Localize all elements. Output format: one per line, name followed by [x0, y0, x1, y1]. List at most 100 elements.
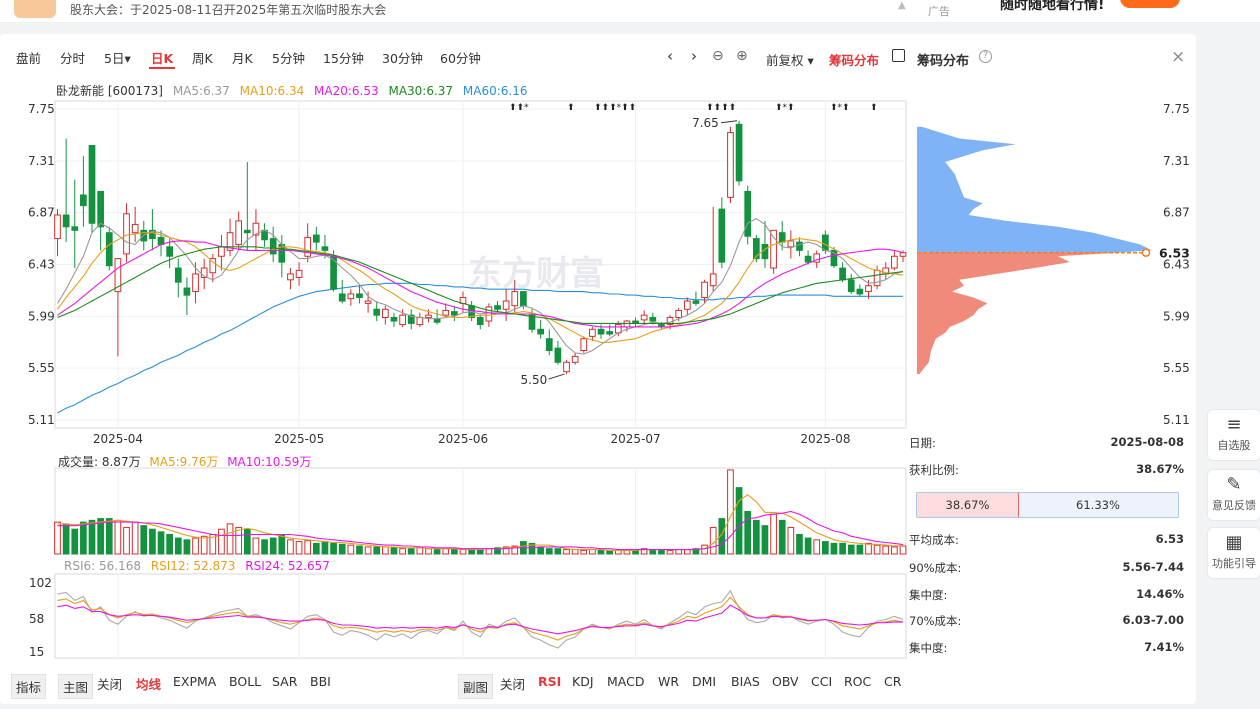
price-tick-right: 6.87 [1163, 206, 1190, 220]
volume-bar [200, 535, 208, 555]
month-tick: 2025-07 [611, 432, 661, 446]
tab-7[interactable]: 15分钟 [323, 51, 364, 66]
side-feedback-button[interactable]: ✎ 意见反馈 [1207, 469, 1260, 521]
sub-indicator-9[interactable]: CCI [811, 674, 833, 689]
rsi-legend: RSI6: 56.168 RSI12: 52.873 RSI24: 52.657 [64, 559, 330, 573]
low-marker: 5.50 [521, 373, 548, 387]
tab-8[interactable]: 30分钟 [382, 51, 423, 66]
app-logo [14, 0, 56, 18]
rsi12-legend: RSI12: 52.873 [150, 559, 236, 573]
candle-body [701, 281, 708, 298]
tab-5[interactable]: 月K [232, 51, 253, 66]
tab-2[interactable]: 5日▾ [104, 51, 131, 66]
candle-body [304, 236, 312, 257]
main-indicator-2[interactable]: 关闭 [97, 677, 123, 692]
candle-body [312, 234, 320, 243]
volume-bar [563, 549, 570, 555]
main-indicator-7[interactable]: BBI [310, 674, 331, 689]
close-icon[interactable]: × [1171, 47, 1186, 67]
volume-bar [545, 548, 553, 555]
volume-bar [865, 542, 872, 555]
prev-icon[interactable]: ‹ [667, 47, 673, 65]
sub-indicator-6[interactable]: DMI [692, 674, 717, 689]
zoom-out-icon[interactable]: ⊖ [712, 48, 724, 64]
volume-bar [537, 546, 544, 555]
candle-body [649, 317, 657, 322]
volume-bar [873, 544, 881, 555]
main-indicator-1[interactable]: 主图 [58, 674, 94, 699]
tab-3[interactable]: 日K [148, 48, 176, 69]
volume-bar [735, 487, 743, 555]
candle-body [735, 123, 743, 182]
price-tick-left: 7.31 [28, 154, 55, 168]
candle-body [174, 267, 182, 283]
sub-indicator-8[interactable]: OBV [772, 674, 799, 689]
next-icon[interactable]: › [691, 47, 697, 65]
fullscreen-icon[interactable] [892, 49, 905, 62]
main-indicator-6[interactable]: SAR [272, 674, 298, 689]
zoom-in-icon[interactable]: ⊕ [736, 48, 748, 64]
chip-panel-title: 筹码分布 [917, 54, 970, 69]
price-tick-right: 6.43 [1163, 258, 1190, 272]
promo-button[interactable] [1120, 0, 1180, 8]
news-ticker[interactable]: 股东大会：于2025-08-11召开2025年第五次临时股东大会 [70, 3, 387, 17]
chip-toggle-button[interactable]: 筹码分布 [829, 53, 880, 68]
sub-indicator-1[interactable]: 关闭 [500, 677, 526, 692]
month-tick: 2025-06 [438, 432, 488, 446]
volume-bar [640, 548, 648, 555]
volume-bar [287, 539, 294, 555]
volume-bar [261, 539, 268, 555]
chip-area-red [917, 252, 1117, 375]
volume-bar [752, 519, 760, 555]
top-news-bar: 股东大会：于2025-08-11召开2025年第五次临时股东大会 ▲ 广告 随时… [0, 0, 1260, 23]
tab-1[interactable]: 分时 [60, 51, 86, 66]
side-watchlist-button[interactable]: ≡ 自选股 [1207, 409, 1260, 461]
volume-bar [192, 537, 199, 555]
candle-body [718, 208, 726, 263]
sub-indicator-11[interactable]: CR [884, 674, 902, 689]
sub-indicator-0[interactable]: 副图 [458, 674, 494, 699]
event-marker: ⬆⬆* [509, 103, 529, 113]
volume-bar [597, 549, 605, 555]
volume-bar [321, 541, 329, 555]
tab-4[interactable]: 周K [192, 51, 213, 66]
help-icon[interactable]: ? [979, 50, 992, 63]
cost90-value: 5.56-7.44 [1122, 560, 1184, 574]
adjust-dropdown[interactable]: 前复权 ▾ [766, 53, 814, 68]
volume-bar [218, 528, 225, 555]
rsi-line-rsi12 [57, 596, 904, 641]
sub-indicator-2[interactable]: RSI [538, 674, 562, 689]
candle-body [830, 249, 838, 267]
tab-9[interactable]: 60分钟 [440, 51, 481, 66]
sub-indicator-7[interactable]: BIAS [731, 674, 760, 689]
volume-bar [390, 547, 398, 555]
sub-indicator-10[interactable]: ROC [844, 674, 872, 689]
candle-body [226, 232, 234, 251]
candle-body [770, 229, 777, 269]
candle-body [131, 223, 139, 234]
candle-body [88, 145, 96, 224]
main-indicator-3[interactable]: 均线 [136, 677, 162, 692]
candle-body [683, 300, 691, 310]
volume-bar [683, 549, 691, 555]
main-indicator-4[interactable]: EXPMA [173, 674, 217, 689]
promo-text[interactable]: 随时随地看行情! [1000, 0, 1105, 13]
sub-indicator-3[interactable]: KDJ [572, 674, 594, 689]
tab-0[interactable]: 盘前 [16, 51, 42, 66]
sub-indicator-5[interactable]: WR [658, 674, 680, 689]
volume-bar [839, 542, 846, 555]
price-tick-left: 5.11 [28, 413, 55, 427]
sub-indicator-4[interactable]: MACD [607, 674, 645, 689]
candle-body [62, 214, 70, 228]
volume-bar [312, 542, 320, 555]
candle-body [71, 226, 79, 231]
volume-bar [692, 548, 700, 555]
tab-6[interactable]: 5分钟 [272, 51, 305, 66]
scroll-up-icon[interactable]: ▲ [898, 0, 906, 11]
volume-bar [822, 541, 829, 555]
side-guide-button[interactable]: ▦ 功能引导 [1207, 527, 1260, 579]
candle-body [528, 314, 536, 330]
candle-body [813, 253, 821, 263]
main-indicator-5[interactable]: BOLL [229, 674, 262, 689]
